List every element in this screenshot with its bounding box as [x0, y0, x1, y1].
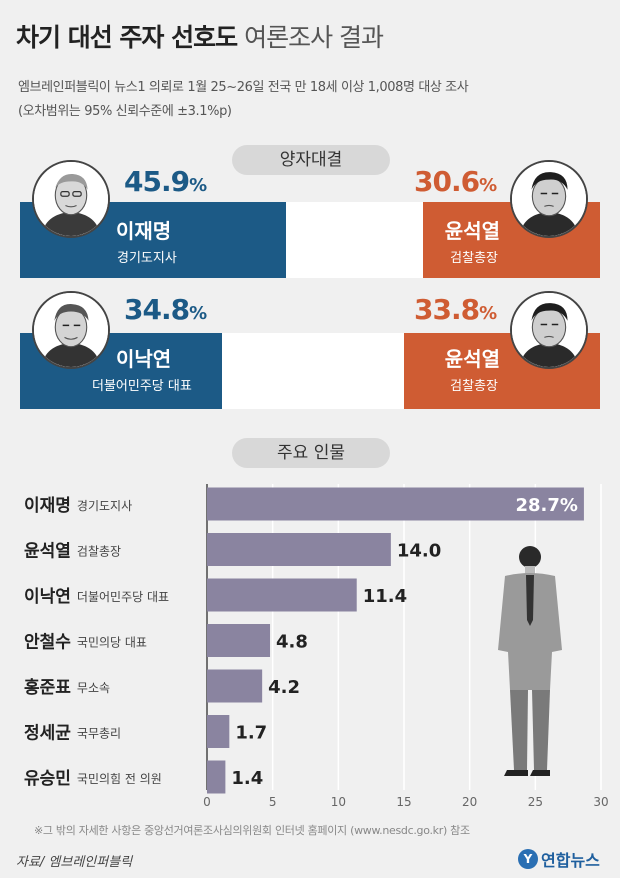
yonhap-logo-mark-icon: Y: [518, 849, 538, 869]
bar: [207, 760, 226, 794]
bar: [207, 624, 271, 657]
matchup-row-1: 이재명 경기도지사 윤석열 검찰총장: [20, 202, 600, 278]
subtitle-line-2: (오차범위는 95% 신뢰수준에 ±3.1%p): [18, 104, 232, 119]
matchup-2-right-name: 윤석열: [444, 347, 500, 371]
matchup-1-right-percent: 30.6%: [414, 165, 497, 198]
footnote: ※그 밖의 자세한 사항은 중앙선거여론조사심의위원회 인터넷 홈페이지 (ww…: [34, 824, 470, 837]
value-label: 14.0: [397, 541, 441, 562]
category-name: 윤석열: [24, 542, 71, 562]
subtitle-line-1: 엠브레인퍼블릭이 뉴스1 의뢰로 1월 25~26일 전국 만 18세 이상 1…: [18, 80, 469, 95]
portrait-yoon-seok-youl-2: [510, 291, 588, 369]
matchup-2-right-role: 검찰총장: [450, 379, 498, 394]
value-label: 1.4: [231, 768, 263, 789]
value-label: 1.7: [235, 723, 267, 744]
x-tick-label: 10: [331, 795, 346, 809]
page-title: 차기 대선 주자 선호도 여론조사 결과: [16, 18, 384, 54]
portrait-lee-nak-yon: [32, 291, 110, 369]
title-sub: 여론조사 결과: [244, 23, 384, 52]
category-name: 안철수: [24, 633, 71, 653]
matchup-1-right-role: 검찰총장: [450, 251, 498, 266]
category-role: 국민의힘 전 의원: [77, 772, 162, 786]
x-tick-label: 30: [593, 795, 608, 809]
matchup-2-left-role: 더불어민주당 대표: [92, 379, 192, 394]
x-tick-label: 20: [462, 795, 477, 809]
x-tick-label: 25: [528, 795, 543, 809]
category-name: 정세균: [24, 724, 71, 744]
matchup-1-left-name: 이재명: [116, 219, 172, 243]
matchup-2-right-percent: 33.8%: [414, 293, 497, 326]
source-credit: 자료/ 엠브레인퍼블릭: [16, 855, 133, 870]
value-label: 4.2: [268, 677, 300, 698]
category-name: 유승민: [24, 769, 71, 789]
bar: [207, 715, 230, 748]
yonhap-logo: Y 연합뉴스: [518, 848, 600, 870]
title-main: 차기 대선 주자 선호도: [16, 23, 238, 52]
matchup-row-2: 이낙연 더불어민주당 대표 윤석열 검찰총장: [20, 333, 600, 409]
value-label: 28.7%: [515, 495, 577, 516]
category-name: 이재명: [24, 496, 71, 516]
matchup-1-left-percent: 45.9%: [124, 165, 207, 198]
category-name: 이낙연: [24, 587, 71, 607]
man-silhouette-icon: [498, 546, 562, 776]
category-role: 국민의당 대표: [77, 636, 147, 650]
figures-section-header: 주요 인물: [232, 438, 390, 468]
category-role: 무소속: [77, 681, 110, 695]
category-role: 국무총리: [77, 727, 121, 741]
yonhap-logo-text: 연합뉴스: [541, 851, 600, 870]
value-label: 4.8: [276, 632, 308, 653]
matchup-2-left-percent: 34.8%: [124, 293, 207, 326]
portrait-lee-jae-myung: [32, 160, 110, 238]
x-tick-label: 15: [396, 795, 411, 809]
bar: [207, 487, 584, 521]
x-tick-label: 0: [203, 795, 211, 809]
category-role: 경기도지사: [77, 499, 132, 513]
category-name: 홍준표: [24, 677, 71, 698]
x-tick-label: 5: [269, 795, 277, 809]
category-role: 더불어민주당 대표: [77, 590, 169, 604]
bar: [207, 533, 391, 566]
matchup-2-left-name: 이낙연: [116, 347, 172, 371]
bar: [207, 669, 263, 703]
category-role: 검찰총장: [77, 545, 121, 559]
bar: [207, 578, 357, 612]
value-label: 11.4: [363, 586, 407, 607]
matchup-1-right-name: 윤석열: [444, 219, 500, 243]
figures-bar-chart: 이재명 경기도지사 28.7% 윤석열 검찰총장 14.0 이낙연 더불어민주당 대표 11.4…: [24, 484, 609, 809]
portrait-yoon-seok-youl-1: [510, 160, 588, 238]
matchup-1-left-role: 경기도지사: [117, 251, 177, 266]
matchup-section-header: 양자대결: [232, 145, 390, 175]
